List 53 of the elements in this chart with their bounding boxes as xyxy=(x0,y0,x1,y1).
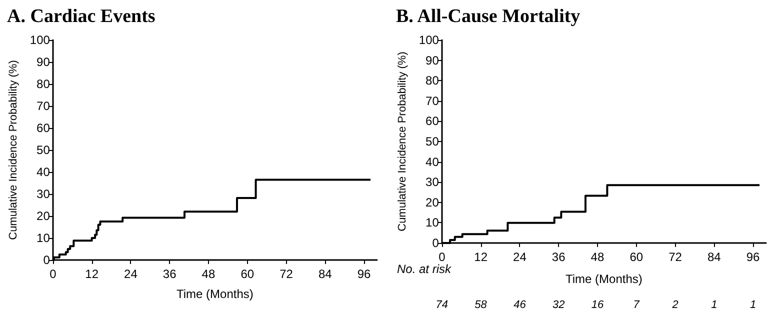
y-tick-label: 80 xyxy=(426,74,440,88)
text: 2 xyxy=(671,299,678,311)
chart-title: B. All-Cause Mortality xyxy=(396,6,581,27)
y-tick-label: 10 xyxy=(426,216,440,230)
text: 32 xyxy=(552,299,565,311)
y-tick-label: 90 xyxy=(36,55,50,69)
text: 46 xyxy=(514,299,527,311)
y-tick-label: 20 xyxy=(426,195,440,210)
text: 16 xyxy=(591,299,604,311)
x-tick-label: 12 xyxy=(85,267,99,281)
x-tick-label: 60 xyxy=(630,250,644,264)
x-axis-title: Time (Months) xyxy=(176,287,254,301)
y-tick-label: 70 xyxy=(426,94,440,108)
text: 1 xyxy=(750,299,756,311)
y-tick-label: 100 xyxy=(30,33,50,47)
x-tick-label: 36 xyxy=(552,250,566,264)
text: 7 xyxy=(633,299,640,311)
y-tick-label: 10 xyxy=(36,231,50,245)
y-tick-label: 60 xyxy=(36,121,50,135)
y-tick-label: 80 xyxy=(36,77,50,91)
y-tick-label: 70 xyxy=(36,99,50,113)
y-axis-title: Cumulative Incidence Probability (%) xyxy=(396,52,408,232)
y-tick-label: 90 xyxy=(426,53,440,68)
y-tick-label: 0 xyxy=(432,236,440,250)
y-axis-title: Cumulative Incidence Probability (%) xyxy=(8,60,20,240)
x-tick-label: 84 xyxy=(707,250,722,264)
text: 1 xyxy=(711,299,718,311)
text: No. at risk xyxy=(397,262,452,276)
x-tick-label: 72 xyxy=(280,267,294,281)
x-tick-label: 96 xyxy=(746,250,760,264)
x-tick-label: 24 xyxy=(124,267,138,281)
y-tick-label: 40 xyxy=(426,154,440,169)
x-axis-title: Time (Months) xyxy=(566,272,642,286)
x-tick-label: 12 xyxy=(474,250,488,264)
y-tick-label: 50 xyxy=(426,134,440,148)
y-tick-label: 100 xyxy=(418,33,440,47)
text: 74 xyxy=(436,299,448,311)
y-tick-label: 20 xyxy=(36,209,50,223)
x-tick-label: 48 xyxy=(590,250,604,264)
x-tick-label: 60 xyxy=(240,267,254,281)
y-tick-label: 40 xyxy=(36,165,50,179)
chart-title: A. Cardiac Events xyxy=(7,6,156,27)
text: 58 xyxy=(474,299,488,311)
y-tick-label: 30 xyxy=(36,187,50,201)
y-tick-label: 60 xyxy=(426,114,440,128)
x-tick-label: 24 xyxy=(513,250,527,264)
x-tick-label: 96 xyxy=(357,267,372,281)
x-tick-label: 72 xyxy=(668,250,682,264)
x-tick-label: 48 xyxy=(202,267,216,281)
y-tick-label: 50 xyxy=(36,143,50,157)
x-tick-label: 36 xyxy=(162,267,177,281)
x-tick-label: 84 xyxy=(318,267,332,281)
y-tick-label: 30 xyxy=(426,175,440,190)
